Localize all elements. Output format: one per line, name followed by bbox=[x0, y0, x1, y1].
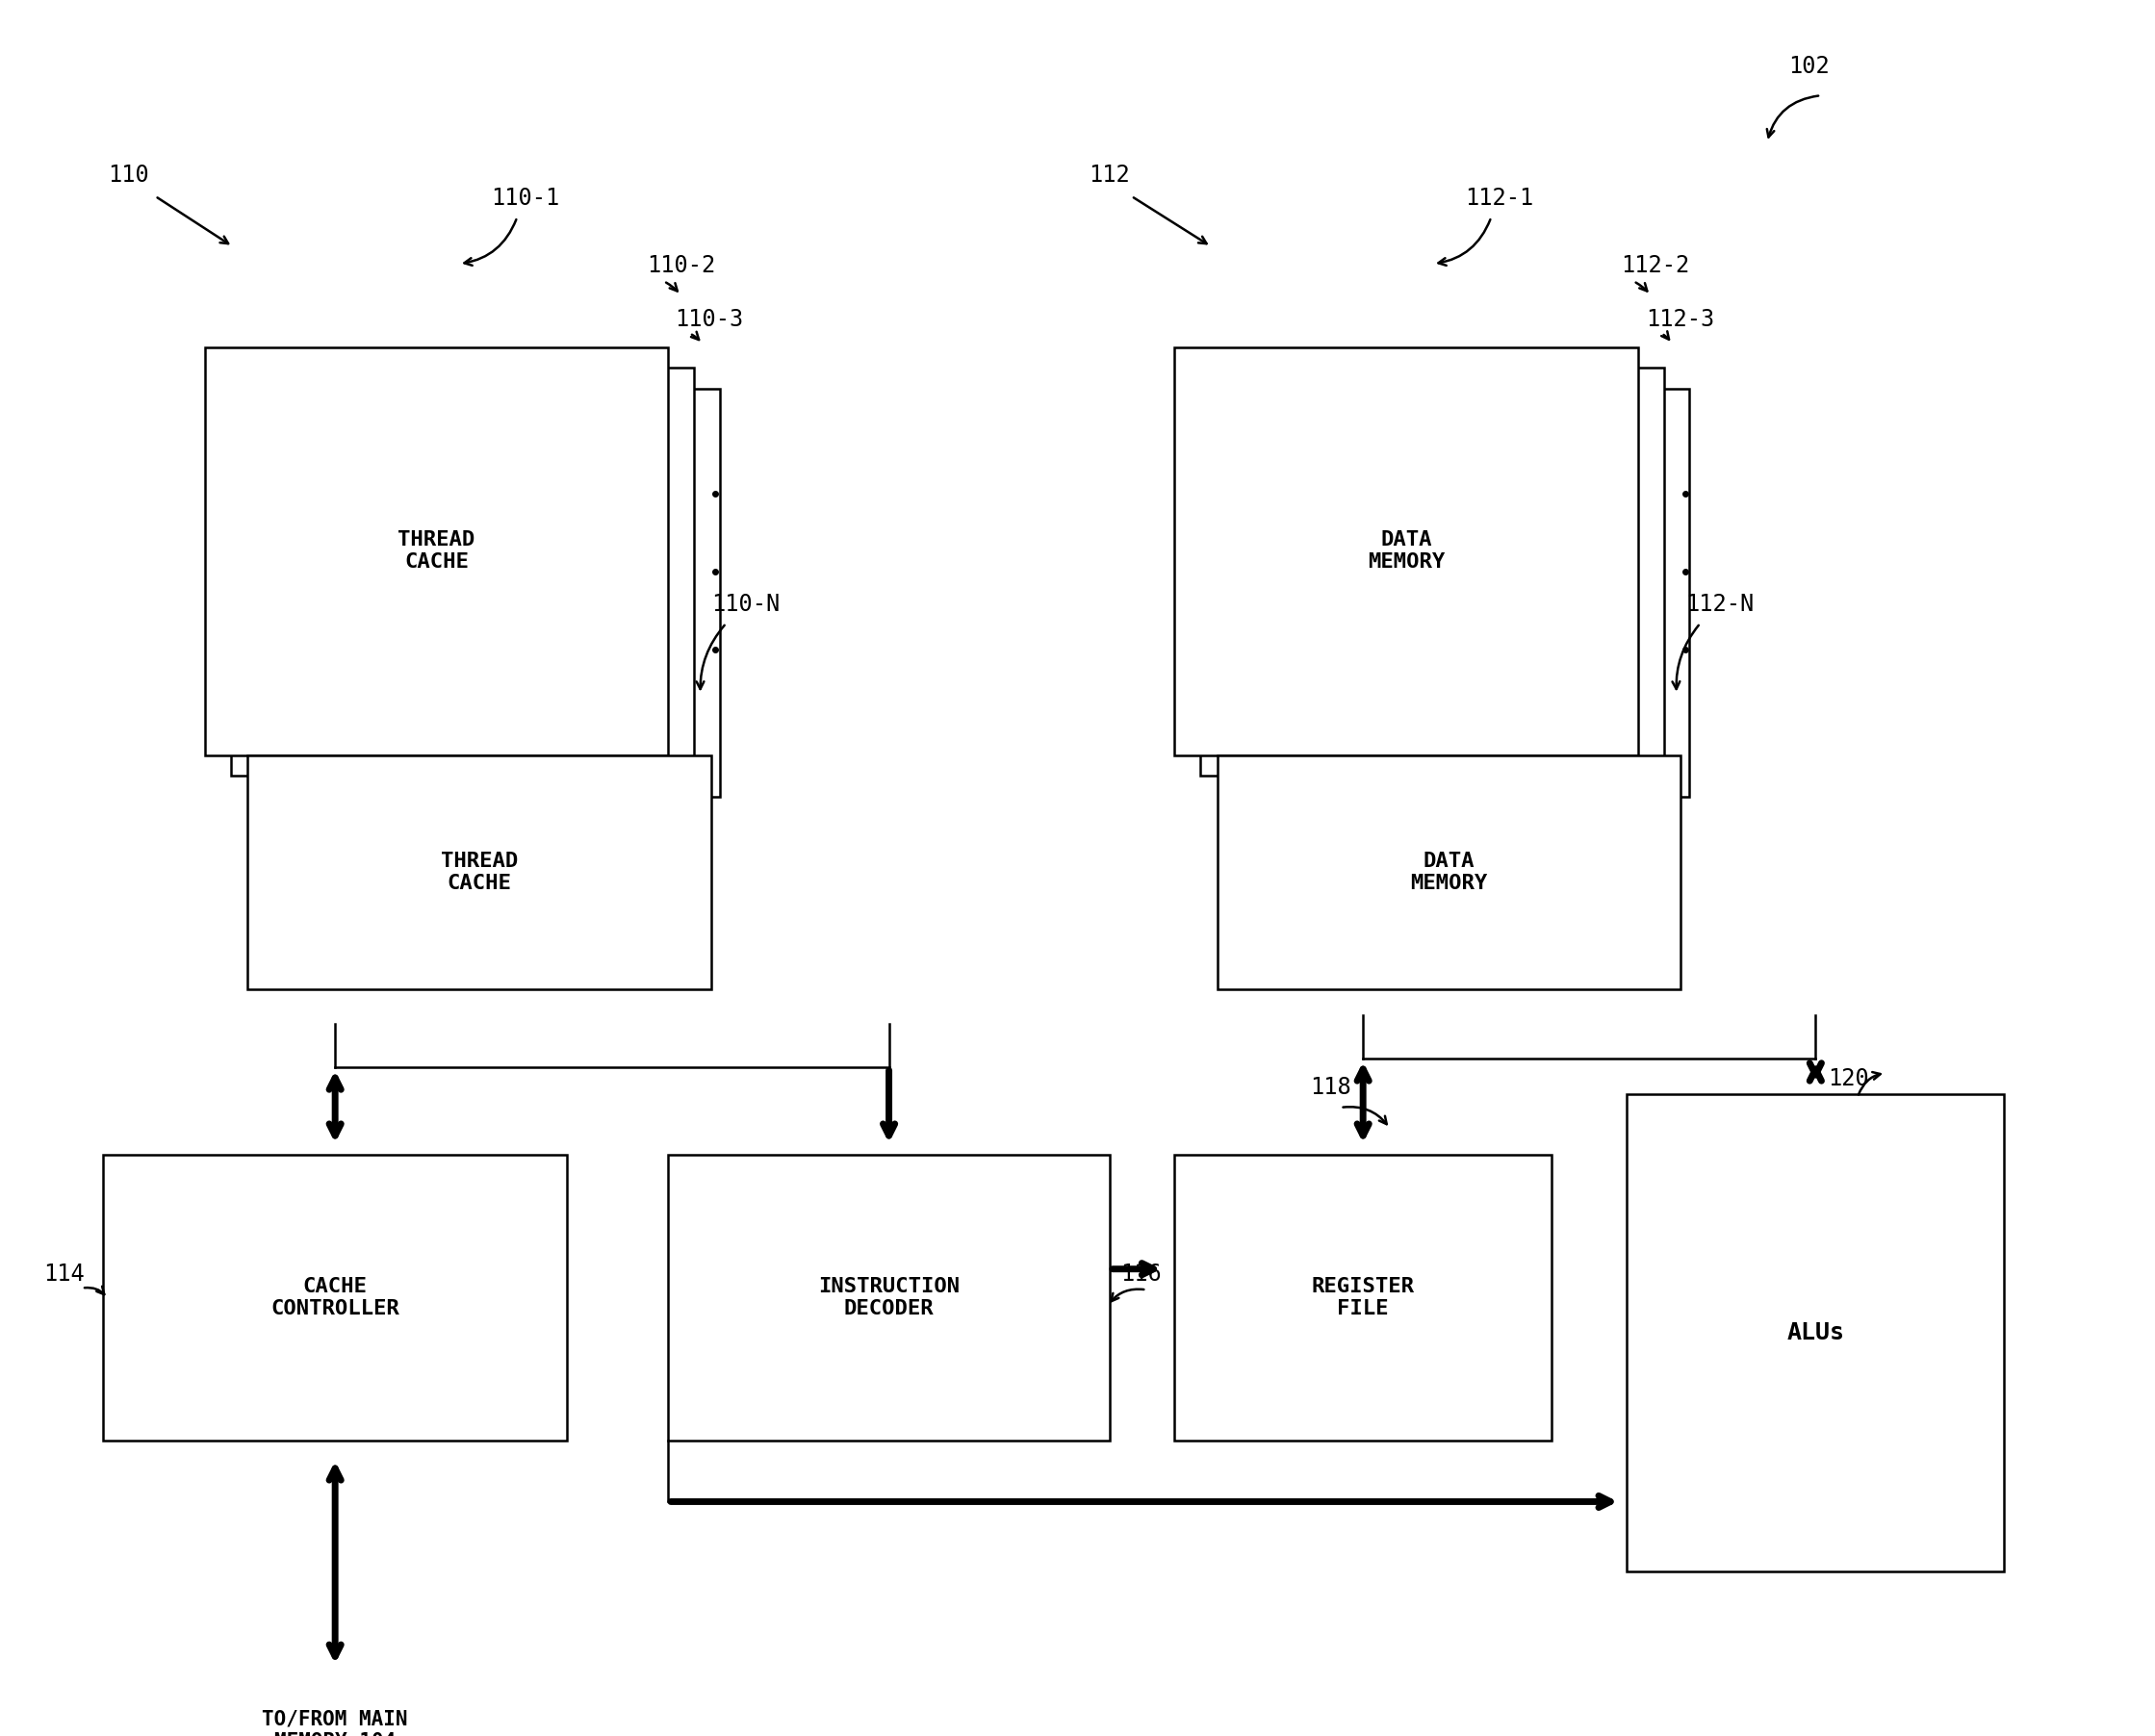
Bar bbox=[256, 389, 720, 797]
Bar bbox=[1174, 1154, 1552, 1441]
Text: THREAD
CACHE: THREAD CACHE bbox=[442, 852, 517, 892]
Text: 102: 102 bbox=[1789, 54, 1830, 78]
Text: INSTRUCTION
DECODER: INSTRUCTION DECODER bbox=[819, 1278, 959, 1318]
Bar bbox=[1200, 368, 1664, 776]
Text: 110-3: 110-3 bbox=[675, 307, 743, 332]
Text: REGISTER
FILE: REGISTER FILE bbox=[1312, 1278, 1414, 1318]
Text: DATA
MEMORY: DATA MEMORY bbox=[1368, 531, 1444, 571]
Text: 112-N: 112-N bbox=[1685, 592, 1754, 616]
Bar bbox=[1226, 389, 1690, 797]
Text: THREAD
CACHE: THREAD CACHE bbox=[399, 531, 474, 571]
Bar bbox=[1218, 755, 1681, 990]
Bar bbox=[1627, 1094, 2004, 1571]
Text: 120: 120 bbox=[1827, 1066, 1868, 1090]
Text: 110: 110 bbox=[108, 163, 149, 187]
Bar bbox=[248, 755, 711, 990]
Text: 112-2: 112-2 bbox=[1621, 253, 1690, 278]
Text: 110-N: 110-N bbox=[711, 592, 780, 616]
Text: 112-1: 112-1 bbox=[1465, 186, 1534, 210]
Bar bbox=[1174, 347, 1638, 755]
Text: CACHE
CONTROLLER: CACHE CONTROLLER bbox=[272, 1278, 399, 1318]
Text: 110-2: 110-2 bbox=[646, 253, 715, 278]
Text: 116: 116 bbox=[1121, 1262, 1162, 1286]
Bar bbox=[103, 1154, 567, 1441]
Text: 112-3: 112-3 bbox=[1646, 307, 1715, 332]
Text: DATA
MEMORY: DATA MEMORY bbox=[1412, 852, 1487, 892]
Bar bbox=[205, 347, 668, 755]
Text: ALUs: ALUs bbox=[1786, 1321, 1845, 1344]
Text: 114: 114 bbox=[43, 1262, 84, 1286]
Text: 118: 118 bbox=[1310, 1075, 1351, 1099]
Text: 112: 112 bbox=[1088, 163, 1129, 187]
Text: TO/FROM MAIN
MEMORY 104: TO/FROM MAIN MEMORY 104 bbox=[263, 1710, 407, 1736]
Text: 110-1: 110-1 bbox=[491, 186, 560, 210]
Bar bbox=[231, 368, 694, 776]
Bar bbox=[668, 1154, 1110, 1441]
